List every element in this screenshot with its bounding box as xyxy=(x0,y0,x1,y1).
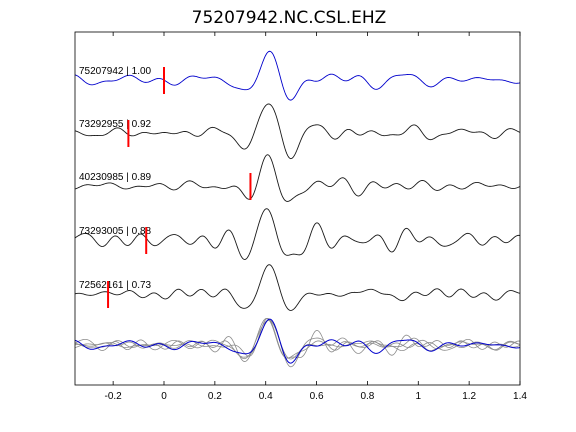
trace-line-75207942 xyxy=(74,50,521,101)
overlay-trace-75207942 xyxy=(74,318,521,364)
overlay-trace-72562161 xyxy=(74,319,521,360)
overlay-stack xyxy=(74,317,521,368)
chart-title: 75207942.NC.CSL.EHZ xyxy=(192,8,387,28)
trace-label-73292955: 73292955 | 0.92 xyxy=(79,119,152,130)
x-tick-label: 1.4 xyxy=(513,391,527,402)
x-tick-label: -0.2 xyxy=(105,391,123,402)
overlay-trace-40230985 xyxy=(74,317,521,359)
trace-line-72562161 xyxy=(74,264,521,311)
trace-label-73293005: 73293005 | 0.88 xyxy=(79,226,152,237)
x-tick-label: 1.2 xyxy=(462,391,476,402)
x-axis: -0.2 0 0.2 0.4 0.6 0.8 1 1.2 1.4 xyxy=(105,32,527,402)
trace-line-73293005 xyxy=(74,208,521,260)
x-tick-label: 0.2 xyxy=(208,391,222,402)
x-tick-label: 0.8 xyxy=(360,391,374,402)
x-tick-label: 0.6 xyxy=(310,391,324,402)
plot-area: 75207942 | 1.00 73292955 | 0.92 40230985 |… xyxy=(74,50,521,368)
plot-frame xyxy=(74,31,521,386)
trace-label-40230985: 40230985 | 0.89 xyxy=(79,172,152,183)
x-tick-label: 1 xyxy=(416,391,422,402)
trace-label-75207942: 75207942 | 1.00 xyxy=(79,66,152,77)
x-tick-label: 0.4 xyxy=(259,391,273,402)
trace-line-40230985 xyxy=(74,154,521,202)
trace-line-73292955 xyxy=(74,103,521,160)
x-tick-label: 0 xyxy=(161,391,167,402)
trace-label-72562161: 72562161 | 0.73 xyxy=(79,280,152,291)
